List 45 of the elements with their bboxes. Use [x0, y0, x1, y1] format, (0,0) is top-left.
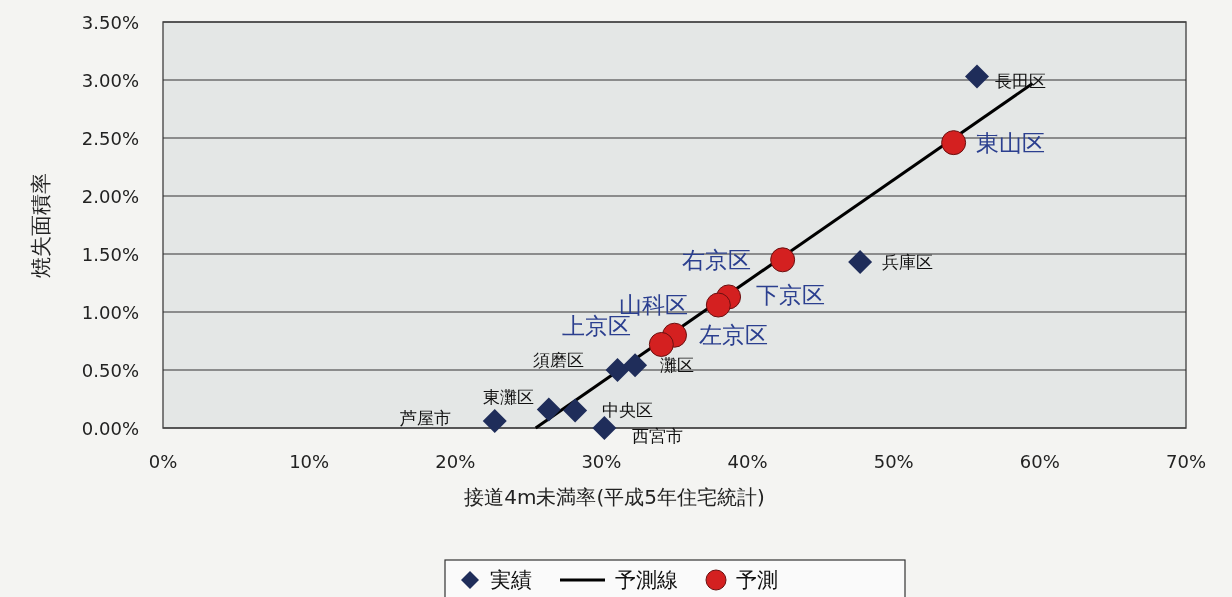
x-tick-label: 70% — [1165, 451, 1207, 472]
y-tick-label: 2.50% — [81, 127, 139, 149]
y-tick-label: 0.50% — [81, 359, 139, 381]
legend-label: 実績 — [490, 568, 532, 592]
point — [941, 130, 967, 156]
annotation: 芦屋市 — [399, 408, 451, 429]
y-axis-title: 焼失面積率 — [29, 172, 53, 278]
point — [965, 64, 990, 89]
annotation: 兵庫区 — [882, 252, 934, 273]
x-tick-label: 30% — [581, 451, 622, 472]
legend-label: 予測 — [736, 568, 778, 592]
y-tick-label: 2.00% — [81, 185, 139, 207]
point — [770, 247, 796, 273]
point — [536, 397, 561, 422]
point — [605, 358, 630, 382]
x-axis-title: 接道4m未満率(平成5年住宅統計) — [464, 485, 765, 509]
annotation: 灘区 — [660, 355, 695, 376]
point — [648, 331, 674, 357]
annotation: 西宮市 — [632, 426, 684, 446]
x-tick-label: 0% — [148, 451, 178, 472]
annotation: 下京区 — [755, 281, 825, 308]
annotation: 東山区 — [975, 129, 1045, 156]
annotation: 東灘区 — [482, 387, 534, 408]
x-tick-label: 60% — [1019, 451, 1060, 472]
x-tick-label: 10% — [289, 451, 330, 472]
y-tick-label: 3.00% — [81, 69, 139, 91]
y-tick-label: 3.50% — [81, 11, 139, 33]
y-tick-label: 1.00% — [81, 301, 139, 323]
point — [848, 250, 873, 275]
point — [705, 292, 731, 318]
point — [623, 353, 648, 378]
point — [592, 416, 617, 440]
annotation: 長田区 — [995, 70, 1047, 91]
y-tick-label: 1.50% — [81, 243, 139, 265]
annotation: 中央区 — [602, 399, 654, 420]
point — [563, 398, 588, 423]
annotation: 須磨区 — [532, 350, 584, 370]
annotation: 左京区 — [698, 322, 768, 349]
x-tick-label: 20% — [435, 451, 476, 472]
x-tick-label: 40% — [727, 451, 768, 472]
x-tick-label: 50% — [873, 451, 914, 472]
annotation: 右京区 — [681, 246, 751, 273]
legend-label: 予測線 — [615, 568, 678, 592]
y-tick-label: 0.00% — [81, 417, 139, 439]
point — [482, 409, 507, 434]
